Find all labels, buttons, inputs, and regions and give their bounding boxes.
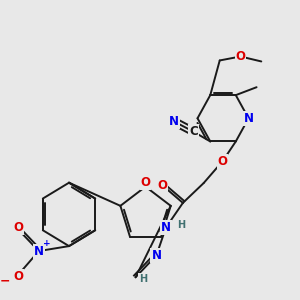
Text: N: N	[152, 249, 161, 262]
Text: N: N	[34, 244, 44, 258]
Text: H: H	[177, 220, 185, 230]
Text: N: N	[161, 221, 171, 234]
Text: O: O	[140, 176, 151, 189]
Text: N: N	[169, 115, 179, 128]
Text: O: O	[13, 270, 23, 283]
Text: C: C	[189, 125, 198, 138]
Text: N: N	[244, 112, 254, 125]
Text: H: H	[139, 274, 147, 284]
Text: O: O	[13, 221, 23, 234]
Text: +: +	[43, 238, 50, 247]
Text: O: O	[236, 50, 245, 63]
Text: −: −	[0, 274, 10, 287]
Text: O: O	[157, 178, 167, 192]
Text: O: O	[218, 155, 228, 168]
